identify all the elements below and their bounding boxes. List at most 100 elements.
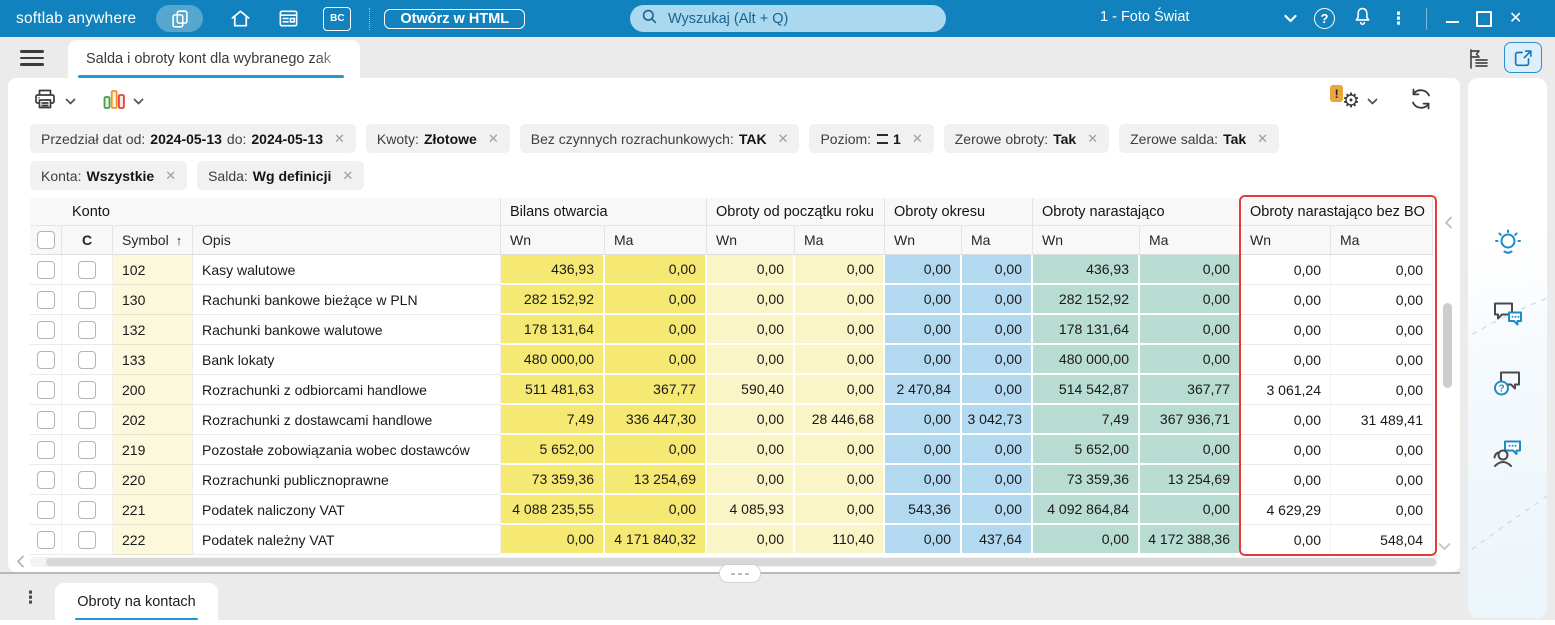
row-checkbox[interactable] — [37, 411, 55, 429]
print-button[interactable] — [32, 87, 76, 116]
cell-okr_wn: 0,00 — [885, 525, 962, 555]
filter-chip-przedzial-dat[interactable]: Przedział dat od:2024-05-13do:2024-05-13… — [30, 124, 356, 153]
filter-chip-zerowe-obroty[interactable]: Zerowe obroty:Tak✕ — [944, 124, 1109, 153]
refresh-icon[interactable] — [1408, 86, 1434, 117]
bottom-kebab-menu-icon[interactable]: ⋮ — [22, 589, 39, 606]
notifications-bell-icon[interactable] — [1352, 5, 1373, 32]
global-search[interactable] — [630, 5, 946, 32]
chart-button[interactable] — [102, 87, 144, 116]
c-checkbox[interactable] — [78, 531, 96, 549]
filter-chip-kwoty[interactable]: Kwoty:Złotowe✕ — [366, 124, 510, 153]
chip-close-icon[interactable]: ✕ — [1087, 131, 1098, 147]
window-close-button[interactable]: ✕ — [1509, 11, 1522, 27]
scroll-down-icon[interactable] — [1438, 538, 1451, 556]
idea-lightbulb-icon[interactable] — [1491, 228, 1525, 258]
column-header-okr-wn[interactable]: Wn — [885, 226, 962, 254]
c-checkbox[interactable] — [78, 291, 96, 309]
cell-bo_ma: 0,00 — [605, 435, 707, 465]
row-checkbox[interactable] — [37, 381, 55, 399]
row-checkbox[interactable] — [37, 501, 55, 519]
c-checkbox[interactable] — [78, 321, 96, 339]
chip-close-icon[interactable]: ✕ — [334, 131, 345, 147]
help-chat-icon[interactable]: ? — [1491, 368, 1525, 398]
panel-list-icon[interactable] — [1466, 47, 1492, 71]
chip-close-icon[interactable]: ✕ — [912, 131, 923, 147]
ask-community-icon[interactable] — [1491, 438, 1525, 468]
tab-salda-i-obroty[interactable]: Salda i obroty kont dla wybranego zak — [68, 40, 360, 78]
help-icon[interactable]: ? — [1314, 8, 1335, 29]
table-row[interactable]: 222Podatek należny VAT0,004 171 840,320,… — [30, 525, 1433, 555]
cell-c — [62, 345, 113, 375]
cell-nar_ma: 367,77 — [1140, 375, 1241, 405]
filter-chip-poziom[interactable]: Poziom:1✕ — [809, 124, 933, 153]
column-header-symbol[interactable]: Symbol↑ — [113, 226, 193, 254]
window-maximize-button[interactable] — [1476, 11, 1492, 27]
c-checkbox[interactable] — [78, 501, 96, 519]
filter-chip-zerowe-salda[interactable]: Zerowe salda:Tak✕ — [1119, 124, 1279, 153]
chip-close-icon[interactable]: ✕ — [165, 168, 176, 184]
row-checkbox[interactable] — [37, 531, 55, 549]
news-icon[interactable] — [275, 6, 301, 32]
settings-chevron-down-icon[interactable] — [1367, 92, 1378, 110]
print-chevron-down-icon[interactable] — [65, 92, 76, 110]
cell-okr_wn: 543,36 — [885, 495, 962, 525]
table-row[interactable]: 220Rozrachunki publicznoprawne73 359,361… — [30, 465, 1433, 495]
table-row[interactable]: 202Rozrachunki z dostawcami handlowe7,49… — [30, 405, 1433, 435]
filter-chip-bez-czynnych-rozrachunkowych[interactable]: Bez czynnych rozrachunkowych:TAK✕ — [520, 124, 800, 153]
column-header-okr-ma[interactable]: Ma — [962, 226, 1033, 254]
c-checkbox[interactable] — [78, 351, 96, 369]
column-header-bo-wn[interactable]: Wn — [501, 226, 605, 254]
comments-chat-icon[interactable] — [1491, 298, 1525, 328]
bc-module-icon[interactable]: BC — [323, 7, 351, 31]
column-header-opis[interactable]: Opis — [193, 226, 501, 254]
row-checkbox[interactable] — [37, 441, 55, 459]
vertical-scrollbar-thumb[interactable] — [1443, 303, 1452, 388]
table-row[interactable]: 221Podatek naliczony VAT4 088 235,550,00… — [30, 495, 1433, 525]
c-checkbox[interactable] — [78, 411, 96, 429]
table-row[interactable]: 219Pozostałe zobowiązania wobec dostawcó… — [30, 435, 1433, 465]
table-row[interactable]: 130Rachunki bankowe bieżące w PLN282 152… — [30, 285, 1433, 315]
search-input[interactable] — [666, 10, 930, 28]
filter-chip-konta[interactable]: Konta:Wszystkie✕ — [30, 161, 187, 190]
row-checkbox[interactable] — [37, 291, 55, 309]
column-header-nar-wn[interactable]: Wn — [1033, 226, 1140, 254]
row-checkbox[interactable] — [37, 261, 55, 279]
open-in-html-button[interactable]: Otwórz w HTML — [384, 9, 525, 29]
share-button[interactable] — [1504, 42, 1542, 73]
window-minimize-button[interactable] — [1446, 21, 1459, 23]
select-all-checkbox[interactable] — [37, 231, 55, 249]
hamburger-menu-icon[interactable] — [20, 50, 44, 66]
table-row[interactable]: 133Bank lokaty480 000,000,000,000,000,00… — [30, 345, 1433, 375]
company-chevron-down-icon[interactable] — [1284, 10, 1297, 28]
table-row[interactable]: 132Rachunki bankowe walutowe178 131,640,… — [30, 315, 1433, 345]
column-header-bez-ma[interactable]: Ma — [1331, 226, 1433, 254]
chip-close-icon[interactable]: ✕ — [488, 131, 499, 147]
column-header-c[interactable]: C — [62, 226, 113, 254]
settings-warning-button[interactable]: ! ⚙ — [1334, 91, 1378, 111]
column-header-rok-wn[interactable]: Wn — [707, 226, 795, 254]
column-header-bo-ma[interactable]: Ma — [605, 226, 707, 254]
table-row[interactable]: 102Kasy walutowe436,930,000,000,000,000,… — [30, 255, 1433, 285]
chip-close-icon[interactable]: ✕ — [1257, 131, 1268, 147]
table-row[interactable]: 200Rozrachunki z odbiorcami handlowe511 … — [30, 375, 1433, 405]
filter-chip-salda[interactable]: Salda:Wg definicji✕ — [197, 161, 364, 190]
scroll-left-icon[interactable] — [16, 555, 25, 573]
c-checkbox[interactable] — [78, 441, 96, 459]
tab-obroty-na-kontach[interactable]: Obroty na kontach — [55, 583, 218, 621]
row-checkbox[interactable] — [37, 471, 55, 489]
column-header-nar-ma[interactable]: Ma — [1140, 226, 1241, 254]
c-checkbox[interactable] — [78, 261, 96, 279]
column-header-rok-ma[interactable]: Ma — [795, 226, 885, 254]
chart-chevron-down-icon[interactable] — [133, 92, 144, 110]
c-checkbox[interactable] — [78, 471, 96, 489]
c-checkbox[interactable] — [78, 381, 96, 399]
row-checkbox[interactable] — [37, 321, 55, 339]
workspaces-button[interactable] — [156, 5, 203, 32]
column-scroll-left-icon[interactable] — [1444, 216, 1453, 234]
chip-close-icon[interactable]: ✕ — [778, 131, 789, 147]
home-icon[interactable] — [227, 6, 253, 32]
chip-close-icon[interactable]: ✕ — [342, 168, 353, 184]
row-checkbox[interactable] — [37, 351, 55, 369]
column-header-bez-wn[interactable]: Wn — [1241, 226, 1331, 254]
topbar-kebab-menu-icon[interactable]: ⋮ — [1390, 10, 1407, 27]
